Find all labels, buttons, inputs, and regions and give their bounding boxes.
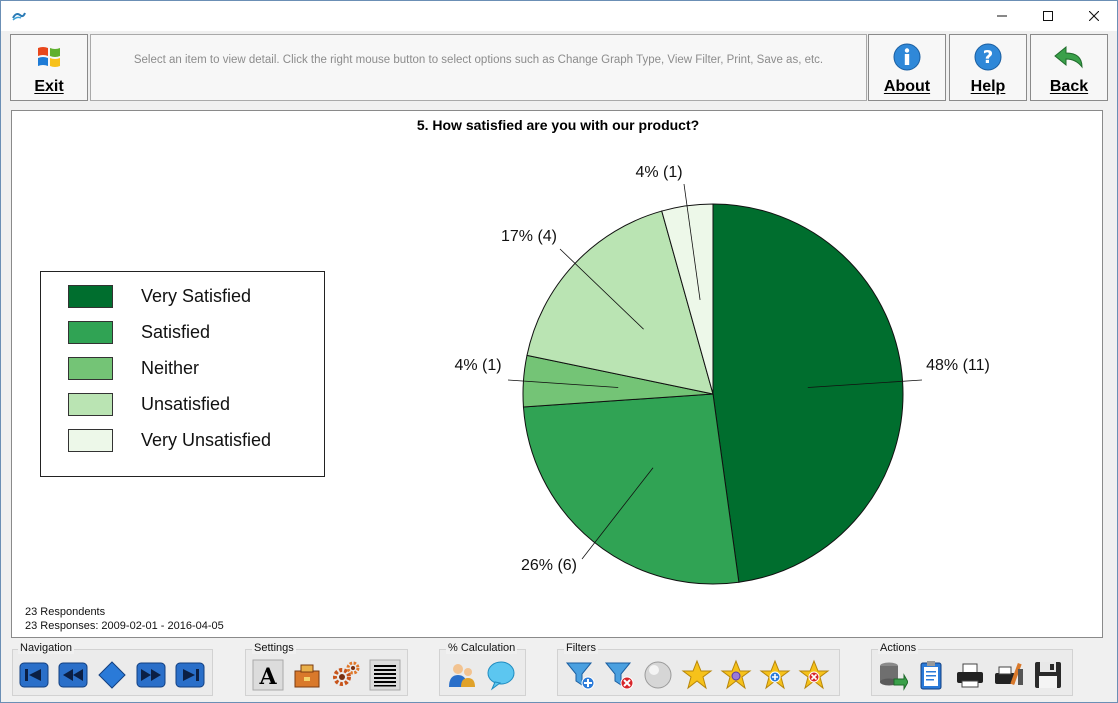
export-database-icon[interactable] xyxy=(876,659,908,691)
legend-swatch xyxy=(68,285,113,308)
pie-chart[interactable]: 48% (11) 26% (6) 4% (1) 17% (4) 4% (1) xyxy=(12,111,1104,639)
legend-label: Neither xyxy=(141,358,200,378)
leader-line xyxy=(683,183,701,300)
star-search-icon[interactable] xyxy=(720,659,752,691)
legend-swatch xyxy=(68,357,113,380)
help-icon: ? xyxy=(973,42,1003,72)
title-bar xyxy=(1,1,1117,31)
filters-title: Filters xyxy=(564,642,598,654)
slice-data-label: 17% (4) xyxy=(501,228,557,245)
legend-item[interactable]: Very Unsatisfied xyxy=(68,429,271,452)
exit-label: Exit xyxy=(34,78,64,95)
legend-swatch xyxy=(68,429,113,452)
respondents-icon[interactable] xyxy=(446,659,478,691)
pie-slice-satisfied[interactable] xyxy=(522,393,740,585)
next-record-icon[interactable] xyxy=(135,659,167,691)
font-icon[interactable]: A xyxy=(252,659,284,691)
speech-bubble-icon[interactable] xyxy=(485,659,517,691)
toolbox-icon[interactable] xyxy=(291,659,323,691)
printer-icon[interactable] xyxy=(954,659,986,691)
exit-button[interactable]: Exit xyxy=(10,34,88,101)
star-remove-icon[interactable] xyxy=(798,659,830,691)
actions-title: Actions xyxy=(878,642,919,654)
info-bar: Select an item to view detail. Click the… xyxy=(90,34,867,101)
windows-flag-icon xyxy=(35,42,63,72)
slice-data-label: 4% (1) xyxy=(635,164,682,181)
app-icon xyxy=(11,9,27,27)
print-setup-icon[interactable] xyxy=(993,659,1025,691)
star-icon[interactable] xyxy=(681,659,713,691)
navigation-title: Navigation xyxy=(18,642,74,654)
legend-item[interactable]: Satisfied xyxy=(68,321,210,344)
pie-slice-unsatisfied[interactable] xyxy=(526,210,714,395)
about-label: About xyxy=(883,78,931,95)
leader-line xyxy=(559,248,644,330)
gears-icon[interactable] xyxy=(330,659,362,691)
add-filter-icon[interactable] xyxy=(564,659,596,691)
responses-range: 23 Responses: 2009-02-01 - 2016-04-05 xyxy=(25,620,224,632)
legend-swatch xyxy=(68,393,113,416)
pie-slice-very-satisfied[interactable] xyxy=(712,203,904,583)
back-arrow-icon xyxy=(1052,42,1086,72)
maximize-button[interactable] xyxy=(1025,1,1071,31)
help-button[interactable]: ? Help xyxy=(949,34,1027,101)
last-record-icon[interactable] xyxy=(174,659,206,691)
filter-status-icon[interactable] xyxy=(642,659,674,691)
lines-icon[interactable] xyxy=(369,659,401,691)
leader-line xyxy=(807,379,923,388)
legend-item[interactable]: Very Satisfied xyxy=(68,285,251,308)
help-label: Help xyxy=(970,78,1006,95)
save-floppy-icon[interactable] xyxy=(1032,659,1064,691)
chart-title: 5. How satisfied are you with our produc… xyxy=(416,117,700,133)
info-icon xyxy=(892,42,922,72)
remove-filter-icon[interactable] xyxy=(603,659,635,691)
previous-record-icon[interactable] xyxy=(57,659,89,691)
slice-data-label: 26% (6) xyxy=(521,557,577,574)
calculation-title: % Calculation xyxy=(446,642,518,654)
back-label: Back xyxy=(1049,78,1089,95)
respondents-count: 23 Respondents xyxy=(25,606,106,618)
chart-panel: 5. How satisfied are you with our produc… xyxy=(11,110,1103,638)
legend-swatch xyxy=(68,321,113,344)
minimize-button[interactable] xyxy=(979,1,1025,31)
first-record-icon[interactable] xyxy=(18,659,50,691)
close-button[interactable] xyxy=(1071,1,1117,31)
svg-text:A: A xyxy=(258,664,277,690)
go-to-record-icon[interactable] xyxy=(96,659,128,691)
legend-label: Unsatisfied xyxy=(141,394,231,414)
leader-line xyxy=(581,467,654,560)
about-button[interactable]: About xyxy=(868,34,946,101)
svg-text:?: ? xyxy=(983,47,993,68)
settings-title: Settings xyxy=(252,642,296,654)
slice-data-label: 48% (11) xyxy=(926,357,990,374)
legend-label: Very Satisfied xyxy=(141,286,252,306)
star-add-icon[interactable] xyxy=(759,659,791,691)
back-button[interactable]: Back xyxy=(1030,34,1108,101)
slice-data-label: 4% (1) xyxy=(454,357,501,374)
clipboard-icon[interactable] xyxy=(915,659,947,691)
legend-label: Satisfied xyxy=(141,322,211,342)
legend-item[interactable]: Unsatisfied xyxy=(68,393,230,416)
leader-line xyxy=(507,379,619,388)
legend-item[interactable]: Neither xyxy=(68,357,199,380)
legend-label: Very Unsatisfied xyxy=(141,430,272,450)
